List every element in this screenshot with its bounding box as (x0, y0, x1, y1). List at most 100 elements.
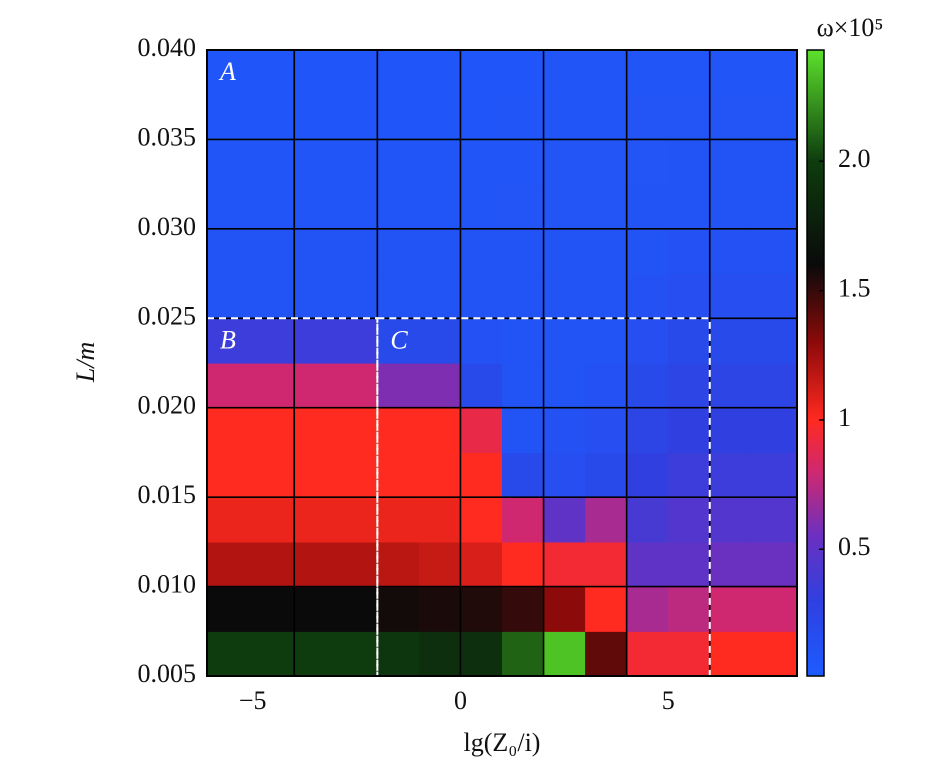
heat-cell (418, 50, 462, 96)
heat-cell (294, 541, 337, 588)
y-tick-label: 0.035 (138, 122, 197, 151)
heat-cell (626, 586, 669, 632)
heat-cell (460, 452, 503, 498)
x-tick-label: 0 (454, 686, 467, 715)
heat-cell (460, 497, 503, 543)
heat-cell (294, 184, 337, 230)
heat-cell (335, 273, 378, 319)
heat-cell (543, 586, 586, 632)
heat-cell (626, 363, 669, 409)
heat-cell (709, 452, 752, 498)
heat-cell (585, 497, 628, 543)
colorbar (806, 49, 825, 677)
region-label: B (220, 325, 236, 354)
heat-cell (668, 184, 711, 230)
heat-cell (543, 139, 586, 185)
heat-cell (335, 452, 378, 498)
heat-cell (252, 407, 295, 454)
heat-cell (585, 541, 628, 588)
heat-cell (460, 631, 503, 677)
heat-cell (460, 94, 503, 141)
heat-cell (460, 273, 503, 319)
colorbar-tick-label: 2.0 (838, 144, 871, 173)
heat-cell (751, 363, 798, 409)
heat-cell (207, 139, 254, 185)
heat-cell (502, 631, 545, 677)
heat-cell (418, 94, 462, 141)
heat-cell (377, 184, 420, 230)
heat-cell (460, 586, 503, 632)
heat-cell (335, 541, 378, 588)
heat-cell (751, 139, 798, 185)
heat-cell (585, 586, 628, 632)
heat-cell (626, 94, 669, 141)
heat-cell (626, 50, 669, 96)
heat-cell (668, 586, 711, 632)
x-axis-label: lg(Z₀/i) (464, 728, 541, 757)
heat-cell (585, 94, 628, 141)
heat-cell (751, 94, 798, 141)
heat-cell (294, 50, 337, 96)
colorbar-tick-label: 1 (838, 403, 851, 432)
plot-frame (206, 49, 798, 677)
heat-cell (377, 407, 420, 454)
heat-cell (335, 497, 378, 543)
heat-cell (294, 228, 337, 275)
heat-cell (377, 273, 420, 319)
heat-cell (377, 631, 420, 677)
heat-cell (252, 228, 295, 275)
heat-cell (502, 407, 545, 454)
heat-cell (668, 541, 711, 588)
heat-cell (418, 452, 462, 498)
heat-cell (418, 407, 462, 454)
heat-cell (335, 50, 378, 96)
heat-cell (252, 586, 295, 632)
heat-cell (335, 184, 378, 230)
heat-cell (335, 228, 378, 275)
heat-cell (377, 318, 420, 364)
heat-cell (502, 452, 545, 498)
heat-cell (294, 631, 337, 677)
heat-cell (709, 318, 752, 364)
y-axis-label: L/m (71, 342, 100, 383)
heat-cell (252, 631, 295, 677)
heat-cell (751, 452, 798, 498)
heat-cell (252, 94, 295, 141)
heat-cell (585, 631, 628, 677)
heat-cell (585, 184, 628, 230)
heat-cell (502, 139, 545, 185)
heat-cell (543, 318, 586, 364)
heat-cell (543, 50, 586, 96)
y-tick-label: 0.030 (138, 212, 197, 241)
region-label: C (390, 325, 408, 354)
heat-cell (207, 184, 254, 230)
heat-cell (252, 497, 295, 543)
heat-cell (585, 318, 628, 364)
heat-cell (502, 541, 545, 588)
heat-cell (252, 184, 295, 230)
y-tick-label: 0.010 (138, 570, 197, 599)
heat-cell (751, 541, 798, 588)
heat-cell (460, 184, 503, 230)
heat-cell (543, 94, 586, 141)
heat-cell (751, 631, 798, 677)
heat-cell (377, 363, 420, 409)
heat-cell (252, 50, 295, 96)
heat-cell (377, 139, 420, 185)
heat-cell (207, 586, 254, 632)
heat-cell (668, 631, 711, 677)
heat-cell (585, 273, 628, 319)
heat-cell (502, 363, 545, 409)
heat-cell (543, 228, 586, 275)
heat-cell (585, 50, 628, 96)
heat-cell (502, 94, 545, 141)
heat-cell (418, 363, 462, 409)
heat-cell (668, 50, 711, 96)
heat-cell (252, 139, 295, 185)
heat-cell (418, 631, 462, 677)
heat-cell (751, 497, 798, 543)
heat-cell (543, 452, 586, 498)
heat-cell (626, 139, 669, 185)
heat-cell (377, 586, 420, 632)
